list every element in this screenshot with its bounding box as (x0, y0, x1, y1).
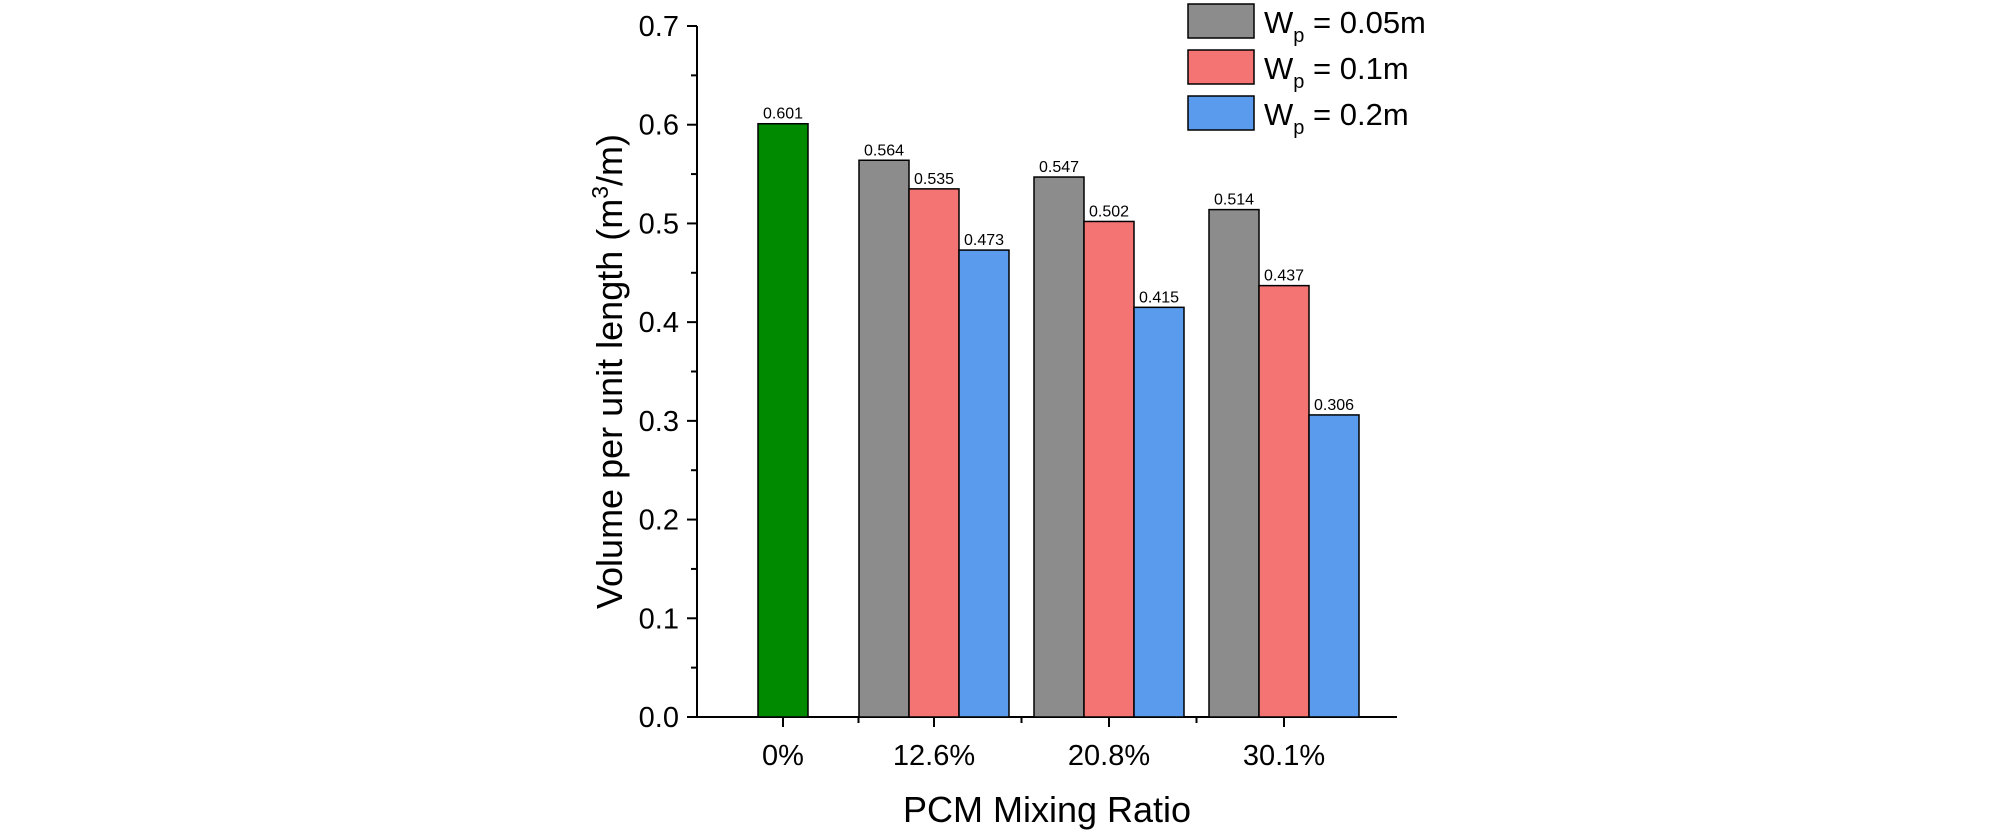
data-label: 0.437 (1264, 268, 1304, 285)
data-label: 0.514 (1214, 192, 1254, 209)
x-tick-label: 12.6% (893, 740, 975, 772)
bar-series-2 (908, 188, 960, 718)
y-tick-label: 0.1 (639, 603, 679, 635)
data-label: 0.547 (1039, 159, 1079, 176)
y-tick-label: 0.4 (639, 307, 679, 339)
data-label: 0.306 (1314, 397, 1354, 414)
x-tick-label: 0% (762, 740, 804, 772)
data-label: 0.601 (763, 106, 803, 123)
y-tick-label: 0.6 (639, 110, 679, 142)
bar-series-2 (1083, 220, 1135, 718)
y-tick-label: 0.0 (639, 702, 679, 734)
bar-series-3 (1133, 306, 1185, 718)
y-tick-label: 0.3 (639, 406, 679, 438)
legend-label: Wp = 0.2m (1264, 97, 1409, 139)
legend-label: Wp = 0.1m (1264, 51, 1409, 93)
bar-series-3 (958, 249, 1010, 718)
data-label: 0.535 (914, 171, 954, 188)
x-tick-label: 20.8% (1068, 740, 1150, 772)
data-label: 0.473 (964, 232, 1004, 249)
x-axis-title: PCM Mixing Ratio (903, 789, 1191, 830)
legend-swatch (1187, 49, 1255, 85)
bars (757, 122, 1360, 718)
x-tick-label: 30.1% (1243, 740, 1325, 772)
bar-series-3 (1308, 414, 1360, 718)
axes: 0.0 0.1 0.2 0.3 0.4 0.5 0.6 0.7 0% 12.6% 20.8% 30.1… (639, 11, 1397, 772)
legend-swatch (1187, 95, 1255, 131)
bar-series-2 (1258, 284, 1310, 718)
y-axis-title: Volume per unit length (m3/m) (587, 134, 630, 609)
y-tick-label: 0.7 (639, 11, 679, 43)
data-labels: 0.601 0.564 0.547 0.514 0.535 0.502 0.437 0.473… (763, 106, 1354, 414)
legend-label: Wp = 0.05m (1264, 5, 1426, 47)
y-tick-label: 0.5 (639, 208, 679, 240)
bar-baseline (757, 122, 809, 718)
bar-series-1 (1033, 176, 1085, 718)
data-label: 0.502 (1089, 203, 1129, 220)
y-tick-label: 0.2 (639, 505, 679, 537)
bar-series-1 (1208, 208, 1260, 718)
legend-swatch (1187, 3, 1255, 39)
bar-series-1 (858, 159, 910, 718)
data-label: 0.564 (864, 142, 904, 159)
data-label: 0.415 (1139, 289, 1179, 306)
